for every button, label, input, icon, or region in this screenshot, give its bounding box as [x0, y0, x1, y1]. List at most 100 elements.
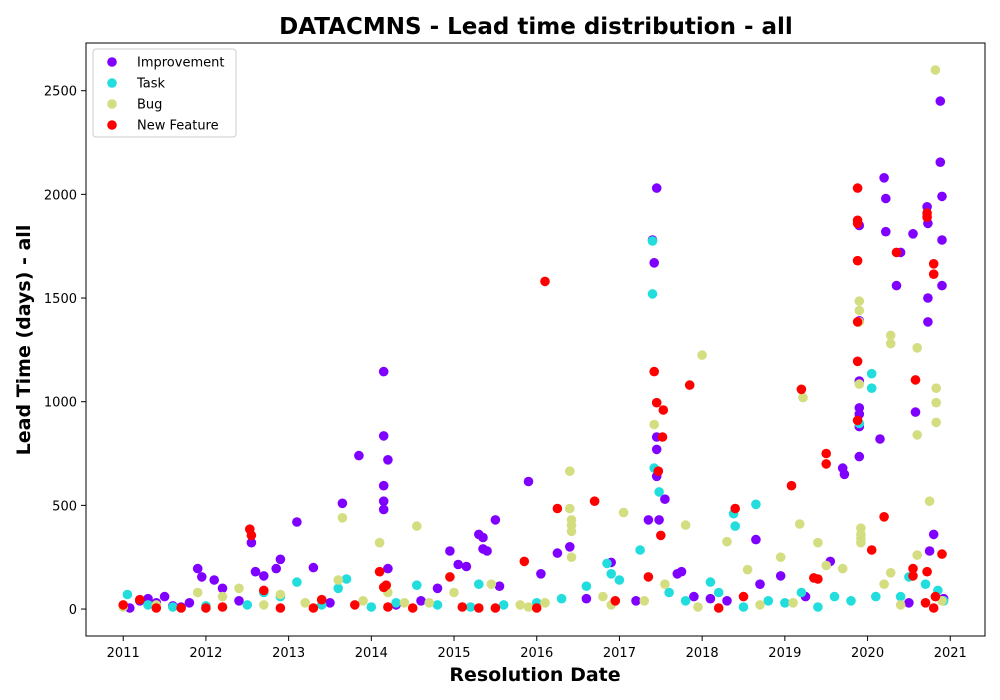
- data-point: [912, 343, 922, 353]
- data-point: [536, 569, 546, 579]
- data-point: [381, 580, 392, 590]
- data-point: [486, 579, 497, 589]
- data-point: [680, 520, 691, 530]
- data-point: [292, 517, 302, 527]
- data-point: [930, 591, 941, 602]
- data-point: [852, 317, 863, 327]
- data-point: [531, 603, 542, 613]
- legend-marker: [107, 78, 117, 88]
- data-point: [794, 519, 805, 529]
- data-point: [654, 515, 664, 525]
- data-point: [866, 368, 877, 379]
- data-point: [920, 598, 931, 608]
- data-point: [854, 305, 865, 316]
- data-point: [654, 487, 664, 497]
- data-point: [775, 571, 786, 581]
- data-point: [697, 350, 707, 360]
- data-point: [821, 459, 831, 469]
- data-point: [821, 560, 831, 571]
- data-point: [763, 596, 774, 606]
- data-point: [333, 583, 344, 594]
- data-point: [271, 563, 282, 574]
- data-point: [358, 596, 368, 606]
- data-point: [786, 480, 797, 491]
- data-point: [937, 280, 947, 291]
- data-point: [478, 532, 488, 543]
- data-point: [316, 594, 327, 605]
- data-point: [383, 455, 393, 465]
- data-point: [713, 587, 724, 598]
- data-point: [854, 451, 865, 462]
- data-point: [552, 548, 563, 558]
- data-point: [879, 173, 889, 183]
- data-point: [643, 572, 654, 582]
- data-point: [333, 575, 344, 585]
- data-point: [581, 593, 592, 604]
- data-point: [374, 537, 385, 548]
- data-point: [432, 600, 443, 610]
- data-point: [416, 596, 426, 606]
- x-tick-label: 2011: [107, 646, 140, 661]
- x-tick-label: 2020: [851, 646, 884, 661]
- x-tick-label: 2019: [768, 646, 801, 661]
- data-point: [937, 191, 947, 202]
- data-point: [775, 552, 786, 562]
- data-point: [337, 513, 348, 523]
- data-point: [837, 563, 848, 574]
- data-point: [937, 235, 947, 245]
- data-point: [589, 496, 600, 507]
- data-point: [780, 598, 790, 608]
- data-point: [374, 566, 385, 577]
- data-point: [829, 591, 840, 602]
- data-point: [259, 585, 269, 596]
- data-point: [378, 366, 389, 377]
- data-point: [378, 504, 389, 515]
- data-point: [407, 603, 418, 613]
- data-point: [635, 545, 645, 555]
- data-point: [813, 602, 823, 612]
- data-point: [614, 575, 625, 585]
- data-point: [197, 572, 207, 582]
- data-point: [432, 583, 443, 594]
- data-point: [383, 602, 393, 612]
- data-point: [935, 96, 946, 106]
- data-point: [912, 430, 922, 440]
- data-point: [722, 536, 732, 547]
- data-point: [924, 496, 935, 507]
- data-point: [354, 450, 364, 461]
- data-point: [813, 537, 823, 548]
- x-tick-label: 2021: [934, 646, 967, 661]
- data-point: [656, 530, 666, 541]
- x-axis: 2011 2012 2013 2014 2015 2016 2017 2018 2019 2020…: [107, 636, 967, 661]
- data-point: [275, 589, 286, 600]
- data-point: [325, 598, 335, 608]
- data-point: [246, 530, 257, 541]
- data-point: [910, 407, 921, 417]
- x-tick-label: 2014: [355, 646, 388, 661]
- legend-box: [92, 48, 237, 138]
- data-point: [176, 603, 186, 613]
- data-point: [201, 603, 211, 613]
- legend-entry: Task: [136, 77, 166, 92]
- data-point: [920, 579, 931, 589]
- data-point: [457, 602, 468, 612]
- data-point: [118, 600, 128, 610]
- data-point: [875, 434, 885, 444]
- data-point: [689, 591, 699, 602]
- data-point: [391, 598, 401, 608]
- data-point: [657, 432, 668, 442]
- data-point: [730, 503, 740, 514]
- data-point: [852, 255, 863, 266]
- data-point: [246, 537, 257, 548]
- series-new-feature: [118, 183, 947, 613]
- data-point: [523, 476, 534, 487]
- data-point: [751, 534, 761, 545]
- data-point: [598, 591, 608, 602]
- data-point: [445, 572, 455, 582]
- legend-entry: New Feature: [137, 119, 219, 134]
- data-point: [461, 561, 472, 572]
- y-axis-label: Lead Time (days) - all: [13, 225, 35, 456]
- data-point: [846, 596, 856, 606]
- points-layer: [118, 65, 949, 613]
- data-point: [308, 562, 319, 573]
